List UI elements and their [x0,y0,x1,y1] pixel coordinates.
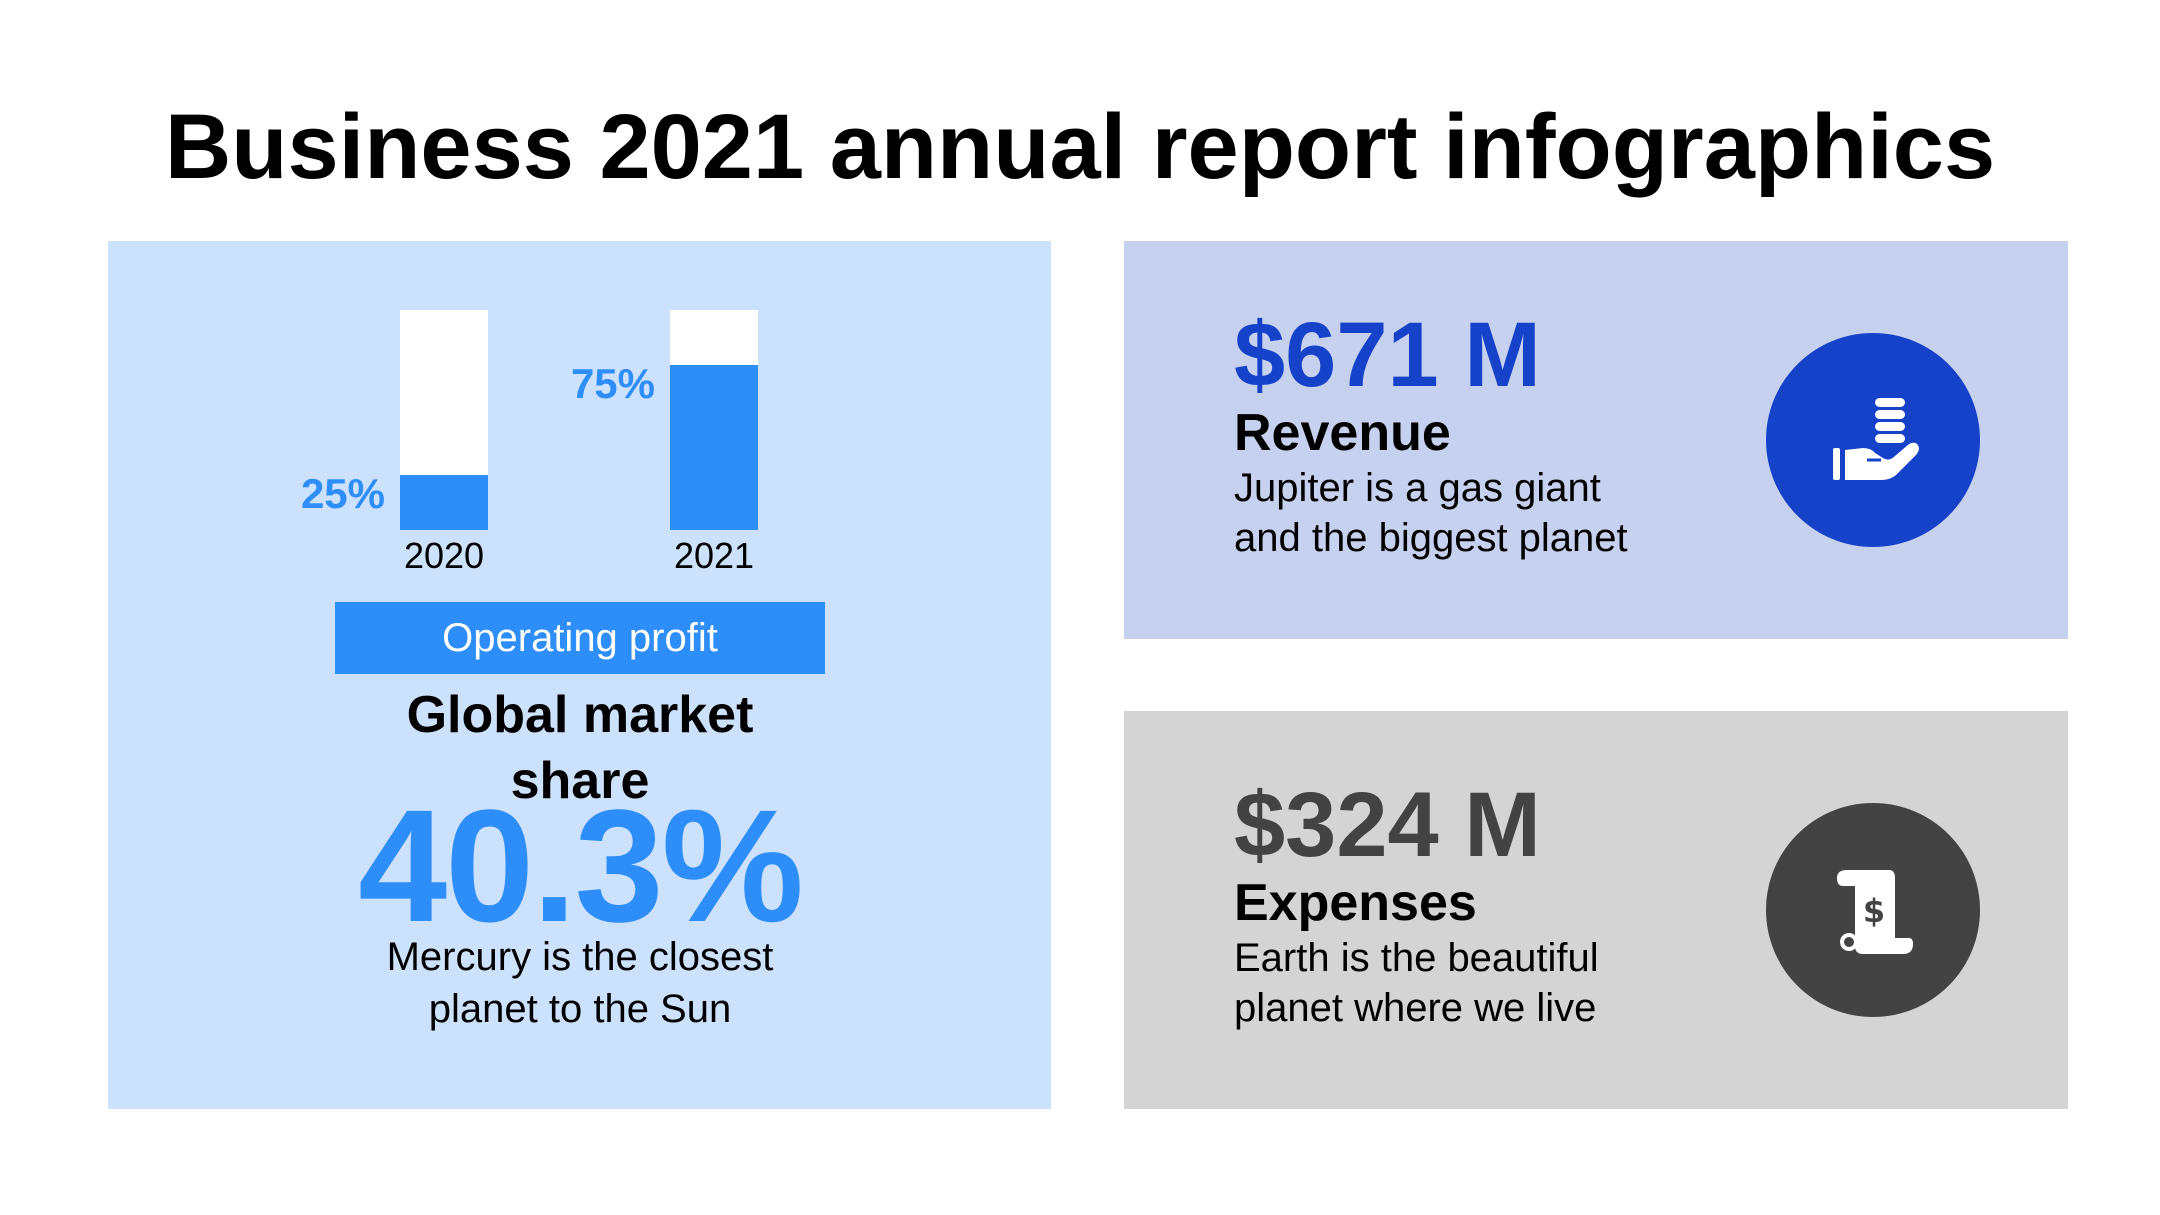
market-share-value: 40.3% [358,776,804,955]
bar-value-label-2021: 75% [570,360,655,407]
market-share-description-line: planet to the Sun [428,987,732,1031]
revenue-description-line: and the biggest planet [1234,516,1628,560]
page-title: Business 2021 annual report infographics [164,96,1996,198]
bar-category-label-2021: 2021 [673,535,755,576]
market-share-description-line: Mercury is the closest [386,935,774,979]
bar-category-label-2020: 2020 [403,535,485,576]
market-share-heading: Global market share [230,682,930,814]
bar-2020 [400,475,488,530]
revenue-description: Jupiter is a gas giant and the biggest p… [1234,463,1628,563]
expenses-amount: $324 M [1234,774,1541,876]
bar-track-2020 [400,310,488,530]
revenue-amount: $671 M [1234,304,1541,406]
expenses-card: $324 M Expenses Earth is the beautiful p… [1124,711,2068,1109]
market-share-heading-line: Global market [406,686,754,744]
svg-text:$: $ [1863,892,1885,930]
expenses-description: Earth is the beautiful planet where we l… [1234,933,1599,1033]
expenses-label: Expenses [1234,874,1477,932]
expenses-description-line: planet where we live [1234,986,1597,1030]
hand-holding-coins-icon [1766,333,1980,547]
market-share-heading-line: share [510,752,650,810]
operating-profit-panel: 25% 2020 75% 2021 Operating profit Global m… [108,241,1051,1109]
bar-track-2021 [670,310,758,530]
revenue-card: $671 M Revenue Jupiter is a gas giant an… [1124,241,2068,639]
bar-value-label-2020: 25% [300,470,385,517]
bar-2021 [670,365,758,530]
revenue-label: Revenue [1234,404,1451,462]
expenses-description-line: Earth is the beautiful [1234,936,1599,980]
market-share-description: Mercury is the closest planet to the Sun [230,931,930,1035]
revenue-description-line: Jupiter is a gas giant [1234,466,1601,510]
invoice-scroll-dollar-icon: $ [1766,803,1980,1017]
chart-xlabel: Operating profit [335,602,825,674]
